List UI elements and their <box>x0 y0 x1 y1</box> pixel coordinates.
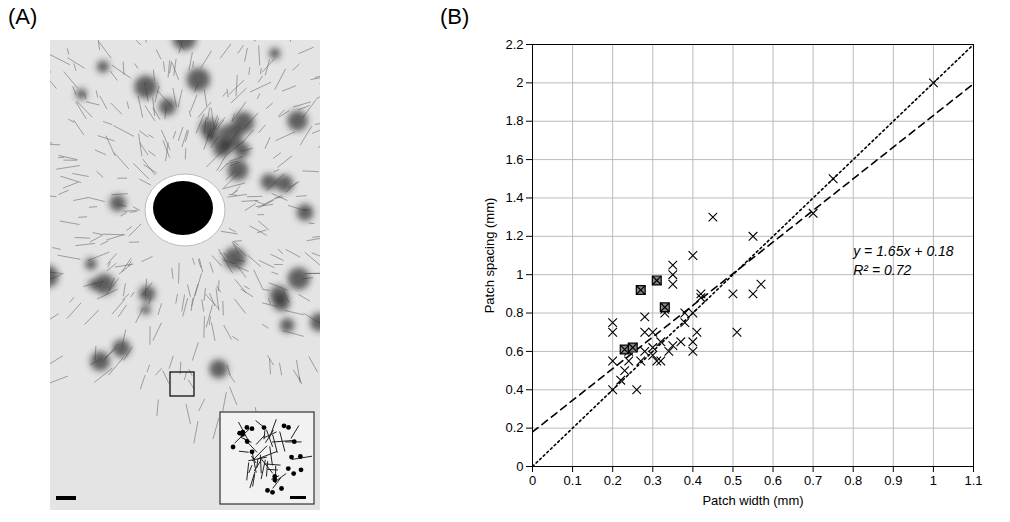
svg-text:1.6: 1.6 <box>505 152 523 167</box>
html-text:(A): (A) <box>8 4 38 29</box>
svg-text:0.2: 0.2 <box>604 473 622 488</box>
svg-text:0: 0 <box>516 459 523 474</box>
svg-text:2: 2 <box>516 75 523 90</box>
svg-text:2.2: 2.2 <box>505 37 523 52</box>
svg-text:0.2: 0.2 <box>505 420 523 435</box>
svg-text:0.8: 0.8 <box>505 305 523 320</box>
svg-text:0.6: 0.6 <box>505 344 523 359</box>
svg-text:1.8: 1.8 <box>505 113 523 128</box>
svg-text:Patch width (mm): Patch width (mm) <box>702 493 803 508</box>
svg-text:0.3: 0.3 <box>644 473 662 488</box>
svg-text:0.4: 0.4 <box>684 473 702 488</box>
svg-text:0.4: 0.4 <box>505 382 523 397</box>
svg-text:0.5: 0.5 <box>724 473 742 488</box>
svg-text:0.8: 0.8 <box>844 473 862 488</box>
svg-text:0.6: 0.6 <box>764 473 782 488</box>
svg-text:1: 1 <box>930 473 937 488</box>
svg-text:0: 0 <box>529 473 536 488</box>
svg-text:0.1: 0.1 <box>564 473 582 488</box>
svg-text:1: 1 <box>516 267 523 282</box>
svg-text:0.7: 0.7 <box>804 473 822 488</box>
svg-text:1.4: 1.4 <box>505 190 523 205</box>
svg-text:R² = 0.72: R² = 0.72 <box>853 262 911 278</box>
svg-text:1.2: 1.2 <box>505 228 523 243</box>
svg-text:Patch spacing (mm): Patch spacing (mm) <box>482 198 497 314</box>
html-text:(B): (B) <box>440 4 470 29</box>
svg-text:1.1: 1.1 <box>964 473 982 488</box>
svg-text:y = 1.65x + 0.18: y = 1.65x + 0.18 <box>852 243 954 259</box>
svg-text:0.9: 0.9 <box>884 473 902 488</box>
